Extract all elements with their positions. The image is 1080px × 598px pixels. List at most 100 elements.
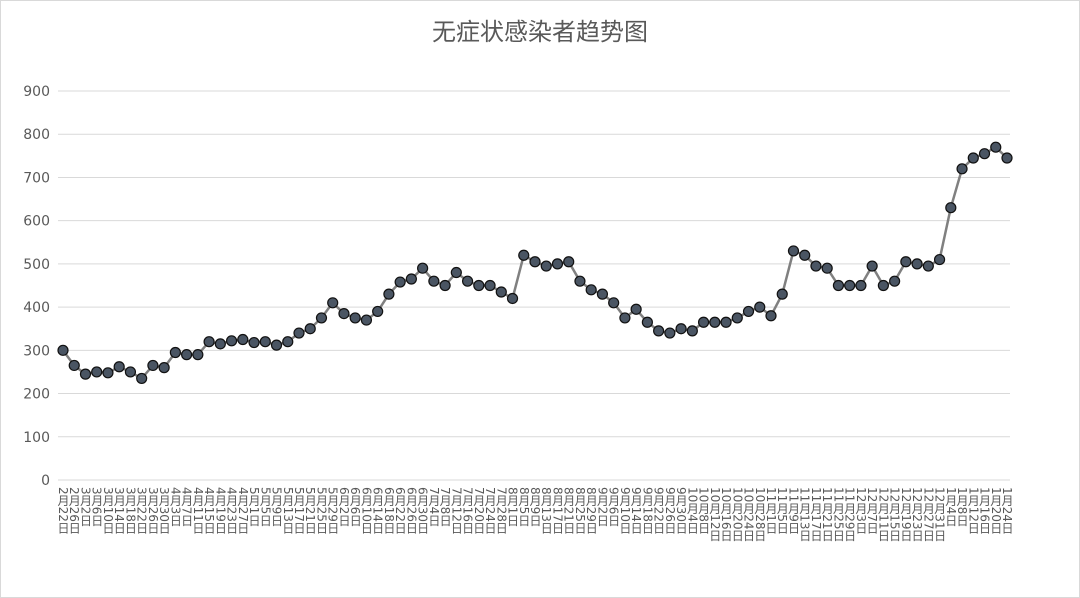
x-tick-label: 7月24日 <box>483 487 497 534</box>
x-tick-label: 9月18日 <box>640 487 654 534</box>
data-point <box>832 279 845 292</box>
x-tick-label: 9月26日 <box>663 487 677 534</box>
x-tick-label: 7月28日 <box>494 487 508 534</box>
x-tick-label: 6月18日 <box>382 487 396 534</box>
x-tick-label: 11月1日 <box>764 487 778 534</box>
x-tick-label: 5月17日 <box>292 487 306 534</box>
data-point <box>428 275 440 287</box>
data-point <box>102 367 114 379</box>
data-point <box>933 253 946 266</box>
data-point <box>91 366 103 378</box>
data-point <box>563 256 575 268</box>
x-tick-label: 6月30日 <box>416 487 430 534</box>
data-point <box>900 256 912 268</box>
data-point <box>304 323 316 335</box>
data-point <box>956 163 968 175</box>
data-point <box>79 368 92 380</box>
x-tick-label: 11月21日 <box>820 487 834 542</box>
x-tick-label: 5月9日 <box>270 487 284 526</box>
data-point <box>57 344 69 356</box>
data-point <box>608 297 620 309</box>
x-tick-label: 6月10日 <box>359 487 373 534</box>
x-tick-label: 5月5日 <box>258 487 272 526</box>
data-point <box>922 260 934 272</box>
data-point <box>417 262 429 274</box>
data-point <box>844 279 856 292</box>
x-tick-label: 8月25日 <box>573 487 587 534</box>
data-point <box>372 305 384 318</box>
data-point <box>596 288 609 300</box>
data-point <box>630 303 642 315</box>
x-tick-label: 9月30日 <box>674 487 688 534</box>
x-tick-label: 11月17日 <box>809 487 823 542</box>
data-point <box>327 297 339 309</box>
data-point <box>799 249 811 261</box>
x-tick-label: 1月16日 <box>978 487 992 534</box>
x-tick-label: 10月28日 <box>753 487 767 542</box>
data-point <box>776 288 788 300</box>
data-point <box>641 316 653 328</box>
data-point <box>394 276 406 288</box>
x-tick-label: 12月31日 <box>933 487 947 542</box>
x-tick-label: 4月27日 <box>236 487 250 534</box>
x-tick-label: 2月26日 <box>67 487 81 534</box>
x-tick-label: 11月9日 <box>786 487 800 534</box>
x-tick-label: 3月30日 <box>157 487 171 534</box>
y-tick-label: 400 <box>23 300 50 316</box>
data-point <box>248 336 260 349</box>
x-tick-label: 1月24日 <box>1000 487 1014 534</box>
data-point <box>214 338 226 350</box>
x-tick-label: 3月14日 <box>112 487 126 534</box>
data-point <box>540 260 552 272</box>
y-tick-label: 300 <box>23 343 50 359</box>
data-point <box>203 336 215 348</box>
x-tick-label: 10月4日 <box>685 487 699 534</box>
x-tick-label: 12月15日 <box>888 487 902 542</box>
data-point <box>697 316 710 328</box>
data-point <box>147 359 159 372</box>
x-tick-label: 8月17日 <box>550 487 564 534</box>
data-point <box>518 249 530 261</box>
x-tick-label: 3月2日 <box>78 487 92 526</box>
x-tick-label: 10月8日 <box>697 487 711 534</box>
x-tick-label: 12月11日 <box>876 487 890 542</box>
data-point <box>686 325 698 337</box>
data-point <box>225 335 238 347</box>
x-tick-label: 4月23日 <box>225 487 239 534</box>
data-point <box>821 262 833 274</box>
data-point <box>810 260 822 272</box>
x-tick-label: 1月8日 <box>955 487 969 526</box>
x-tick-label: 6月2日 <box>337 487 351 526</box>
data-point <box>529 256 541 268</box>
x-tick-label: 4月19日 <box>213 487 227 534</box>
x-tick-label: 11月13日 <box>798 487 812 542</box>
x-tick-label: 8月5日 <box>517 487 531 526</box>
y-tick-label: 600 <box>23 214 50 230</box>
data-point <box>990 141 1002 153</box>
data-point <box>911 258 923 270</box>
x-tick-label: 9月10日 <box>618 487 632 534</box>
data-point <box>405 273 417 285</box>
data-point <box>473 279 485 292</box>
data-point <box>945 202 957 214</box>
data-point <box>855 279 867 292</box>
x-tick-label: 12月23日 <box>910 487 924 542</box>
x-tick-label: 11月25日 <box>831 487 845 542</box>
data-point <box>113 361 125 373</box>
data-point <box>731 312 743 324</box>
data-point <box>450 266 462 279</box>
x-tick-label: 2月22日 <box>56 487 70 534</box>
data-point <box>270 339 283 351</box>
x-tick-label: 12月7日 <box>865 487 879 534</box>
x-tick-label: 12月27日 <box>921 487 935 542</box>
x-tick-label: 12月3日 <box>854 487 868 534</box>
y-tick-label: 500 <box>23 257 50 273</box>
x-tick-label: 7月12日 <box>449 487 463 534</box>
data-point <box>506 292 519 305</box>
x-tick-label: 3月18日 <box>123 487 137 534</box>
x-tick-label: 6月22日 <box>393 487 407 534</box>
data-point <box>585 284 597 296</box>
data-point <box>383 288 395 300</box>
data-point <box>136 372 148 385</box>
